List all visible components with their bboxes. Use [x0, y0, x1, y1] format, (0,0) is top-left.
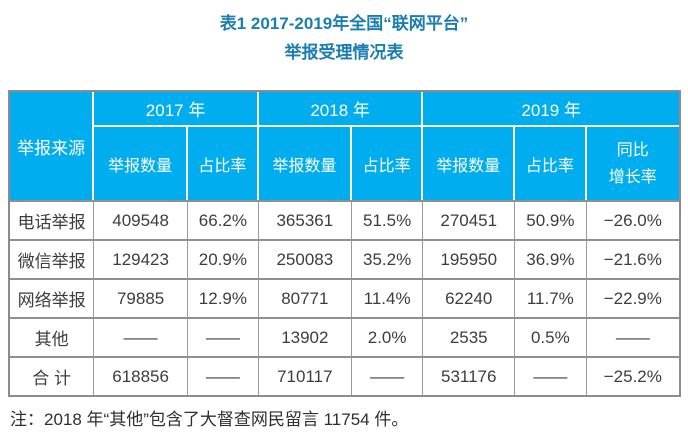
cell-value: 710117 [258, 356, 352, 395]
cell-value: —— [351, 356, 424, 395]
cell-value: 62240 [423, 278, 516, 317]
cell-value: 13902 [258, 317, 352, 356]
subheader-2018-ratio: 占比率 [351, 127, 424, 200]
cell-value: 618856 [94, 356, 188, 395]
page-title-line2: 举报受理情况表 [284, 43, 404, 62]
table-row-network: 网络举报 79885 12.9% 80771 11.4% 62240 11.7%… [10, 278, 679, 317]
cell-value: 79885 [94, 278, 188, 317]
row-label: 网络举报 [10, 278, 95, 317]
table-footnote: 注：2018 年“其他”包含了大督查网民留言 11754 件。 [10, 410, 409, 429]
table-body: 电话举报 409548 66.2% 365361 51.5% 270451 50… [10, 200, 679, 395]
cell-value: 20.9% [187, 239, 259, 278]
report-table: 举报来源 2017 年 2018 年 2019 年 举报数量 占比率 举报数量 … [10, 92, 679, 395]
row-label: 电话举报 [10, 200, 95, 239]
table-header-sub-row: 举报数量 占比率 举报数量 占比率 举报数量 占比率 同比 增长率 [10, 127, 679, 200]
subheader-2019-ratio: 占比率 [515, 127, 587, 200]
table-row-wechat: 微信举报 129423 20.9% 250083 35.2% 195950 36… [10, 239, 679, 278]
cell-value: −22.9% [586, 278, 679, 317]
table-row-phone: 电话举报 409548 66.2% 365361 51.5% 270451 50… [10, 200, 679, 239]
cell-value: 0.5% [515, 317, 587, 356]
subheader-2017-ratio: 占比率 [187, 127, 259, 200]
year-header-2019: 2019 年 [423, 92, 679, 127]
cell-value: 2.0% [351, 317, 424, 356]
cell-value: 50.9% [515, 200, 587, 239]
cell-value: 409548 [94, 200, 188, 239]
table-header-year-row: 举报来源 2017 年 2018 年 2019 年 [10, 92, 679, 200]
cell-value: 270451 [423, 200, 516, 239]
corner-header-report-source: 举报来源 [10, 92, 95, 200]
cell-value: —— [187, 356, 259, 395]
cell-value: 80771 [258, 278, 352, 317]
cell-value: —— [586, 317, 679, 356]
cell-value: —— [94, 317, 188, 356]
subheader-2018-quantity: 举报数量 [258, 127, 352, 200]
cell-value: −25.2% [586, 356, 679, 395]
cell-value: 250083 [258, 239, 352, 278]
cell-value: 35.2% [351, 239, 424, 278]
cell-value: 365361 [258, 200, 352, 239]
cell-value: 11.4% [351, 278, 424, 317]
cell-value: 129423 [94, 239, 188, 278]
cell-value: —— [515, 356, 587, 395]
report-table-wrapper: 举报来源 2017 年 2018 年 2019 年 举报数量 占比率 举报数量 … [8, 90, 681, 397]
page-title: 表1 2017-2019年全国“联网平台” 举报受理情况表 [0, 0, 688, 67]
subheader-2019-yoy-growth: 同比 增长率 [586, 127, 679, 200]
cell-value: 12.9% [187, 278, 259, 317]
yoy-growth-line2: 增长率 [608, 168, 657, 186]
year-header-2017: 2017 年 [94, 92, 259, 127]
cell-value: 66.2% [187, 200, 259, 239]
row-label: 其他 [10, 317, 95, 356]
cell-value: 531176 [423, 356, 516, 395]
table-row-other: 其他 —— —— 13902 2.0% 2535 0.5% —— [10, 317, 679, 356]
cell-value: 11.7% [515, 278, 587, 317]
row-label: 微信举报 [10, 239, 95, 278]
year-header-2018: 2018 年 [258, 92, 424, 127]
row-label: 合 计 [10, 356, 95, 395]
yoy-growth-line1: 同比 [616, 141, 649, 159]
table-row-total: 合 计 618856 —— 710117 —— 531176 —— −25.2% [10, 356, 679, 395]
cell-value: −26.0% [586, 200, 679, 239]
table-header: 举报来源 2017 年 2018 年 2019 年 举报数量 占比率 举报数量 … [10, 92, 679, 200]
cell-value: 51.5% [351, 200, 424, 239]
cell-value: —— [187, 317, 259, 356]
cell-value: 36.9% [515, 239, 587, 278]
cell-value: −21.6% [586, 239, 679, 278]
subheader-2017-quantity: 举报数量 [94, 127, 188, 200]
page-title-line1: 表1 2017-2019年全国“联网平台” [219, 14, 469, 33]
cell-value: 2535 [423, 317, 516, 356]
cell-value: 195950 [423, 239, 516, 278]
subheader-2019-quantity: 举报数量 [423, 127, 516, 200]
